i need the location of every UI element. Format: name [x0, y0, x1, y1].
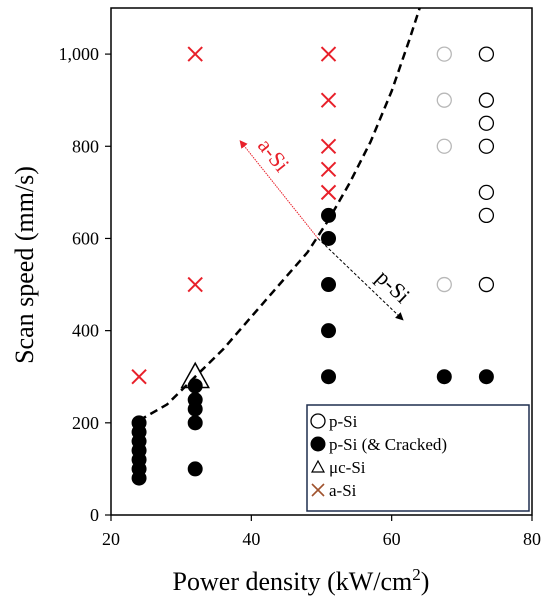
y-tick-label: 1,000 — [59, 44, 100, 64]
legend-label: a-Si — [329, 481, 357, 500]
point-a-si — [320, 46, 337, 62]
point-p-si-cracked- — [187, 401, 203, 417]
legend-label: p-Si — [329, 412, 358, 431]
phase-boundary-curve — [138, 7, 421, 422]
plot-area — [110, 7, 533, 516]
point-p-si-cracked- — [436, 369, 452, 385]
y-tick-label: 400 — [72, 321, 99, 341]
legend-label: μc-Si — [329, 458, 366, 477]
legend: p-Si p-Si (& Cracked) μc-Si a-Si — [306, 404, 530, 512]
legend-marker--c-si — [310, 459, 326, 473]
point-p-si — [436, 46, 452, 62]
point--c-si — [180, 361, 210, 389]
point-p-si — [436, 138, 452, 154]
point-a-si — [320, 138, 337, 154]
point-p-si-cracked- — [187, 378, 203, 394]
legend-box — [306, 404, 530, 512]
point-p-si-cracked- — [321, 277, 337, 293]
x-axis-title: Power density (kW/cm2) — [173, 565, 430, 596]
point-p-si-cracked- — [321, 207, 337, 223]
x-axis-title-sup: 2 — [412, 565, 421, 584]
point-a-si — [131, 369, 147, 385]
point-a-si — [320, 161, 337, 178]
y-tick-label: 800 — [72, 136, 99, 156]
legend-label: p-Si (& Cracked) — [329, 435, 447, 454]
point-p-si-cracked- — [478, 369, 494, 385]
x-tick-label: 80 — [523, 529, 541, 549]
point-p-si — [436, 92, 452, 108]
y-axis-title: Scan speed (mm/s) — [10, 166, 39, 364]
annotation-label-a-si: a-Si — [253, 133, 295, 176]
x-tick-label: 40 — [242, 529, 260, 549]
annotation-arrow-a-si — [239, 140, 319, 239]
point-p-si-cracked- — [321, 230, 337, 246]
point-p-si-cracked- — [131, 470, 147, 486]
legend-marker-p-si — [310, 413, 326, 429]
y-tick-label: 600 — [72, 228, 99, 248]
annotation-arrow-p-si — [317, 238, 404, 321]
point-p-si-cracked- — [321, 369, 337, 385]
point-a-si — [187, 276, 203, 293]
point-p-si-cracked- — [321, 323, 337, 339]
point-p-si — [478, 184, 495, 201]
plot-border — [110, 7, 533, 516]
boundary-line — [138, 7, 421, 422]
point-a-si — [320, 184, 337, 201]
x-tick-label: 20 — [102, 529, 120, 549]
x-tick-label: 60 — [383, 529, 401, 549]
point-p-si-cracked- — [187, 415, 203, 431]
y-tick-label: 200 — [72, 413, 99, 433]
point-p-si — [478, 138, 495, 154]
point-p-si-cracked- — [187, 461, 203, 477]
point-p-si — [478, 92, 495, 108]
data-points — [131, 46, 495, 486]
legend-marker-p-si-cracked- — [310, 436, 326, 452]
point-a-si — [320, 92, 337, 108]
point-p-si — [478, 207, 495, 224]
point-p-si — [436, 276, 452, 293]
point-p-si — [478, 276, 495, 293]
x-axis-title-end: ) — [421, 567, 430, 596]
x-axis-title-main: Power density (kW/cm — [173, 567, 413, 596]
annotation-label-p-si: p-Si — [371, 265, 415, 308]
point-a-si — [187, 46, 203, 62]
point-p-si — [478, 115, 495, 131]
y-tick-label: 0 — [90, 505, 99, 525]
legend-marker-a-si — [311, 483, 325, 497]
point-p-si — [478, 46, 495, 62]
